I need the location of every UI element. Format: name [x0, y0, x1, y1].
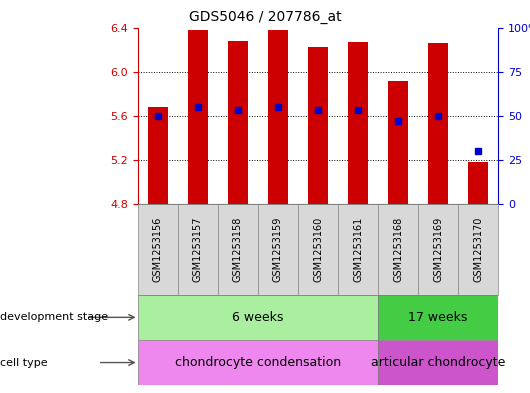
- Bar: [148, 107, 168, 204]
- Bar: [468, 162, 488, 204]
- Text: GSM1253169: GSM1253169: [433, 217, 443, 282]
- Bar: [138, 340, 378, 385]
- Text: GSM1253157: GSM1253157: [193, 217, 203, 282]
- Bar: [228, 41, 248, 204]
- Bar: [178, 204, 218, 295]
- Bar: [388, 81, 408, 204]
- Bar: [138, 295, 378, 340]
- Bar: [258, 204, 298, 295]
- Text: GSM1253160: GSM1253160: [313, 217, 323, 282]
- Bar: [418, 204, 458, 295]
- Bar: [458, 204, 498, 295]
- Text: chondrocyte condensation: chondrocyte condensation: [175, 356, 341, 369]
- Bar: [338, 204, 378, 295]
- Bar: [428, 43, 448, 204]
- Text: GSM1253168: GSM1253168: [393, 217, 403, 282]
- Bar: [308, 48, 328, 204]
- Bar: [188, 30, 208, 204]
- Bar: [378, 340, 498, 385]
- Bar: [268, 30, 288, 204]
- Text: articular chondrocyte: articular chondrocyte: [371, 356, 505, 369]
- Text: 17 weeks: 17 weeks: [409, 311, 468, 324]
- Bar: [348, 42, 368, 204]
- Text: 6 weeks: 6 weeks: [232, 311, 284, 324]
- Text: GSM1253161: GSM1253161: [353, 217, 363, 282]
- Text: GSM1253158: GSM1253158: [233, 217, 243, 282]
- Bar: [218, 204, 258, 295]
- Text: GSM1253159: GSM1253159: [273, 217, 283, 282]
- Text: GSM1253170: GSM1253170: [473, 217, 483, 282]
- Bar: [378, 204, 418, 295]
- Bar: [378, 295, 498, 340]
- Bar: [138, 204, 178, 295]
- Bar: [298, 204, 338, 295]
- Text: development stage: development stage: [0, 312, 108, 322]
- Text: cell type: cell type: [0, 358, 48, 367]
- Text: GDS5046 / 207786_at: GDS5046 / 207786_at: [189, 10, 341, 24]
- Text: GSM1253156: GSM1253156: [153, 217, 163, 282]
